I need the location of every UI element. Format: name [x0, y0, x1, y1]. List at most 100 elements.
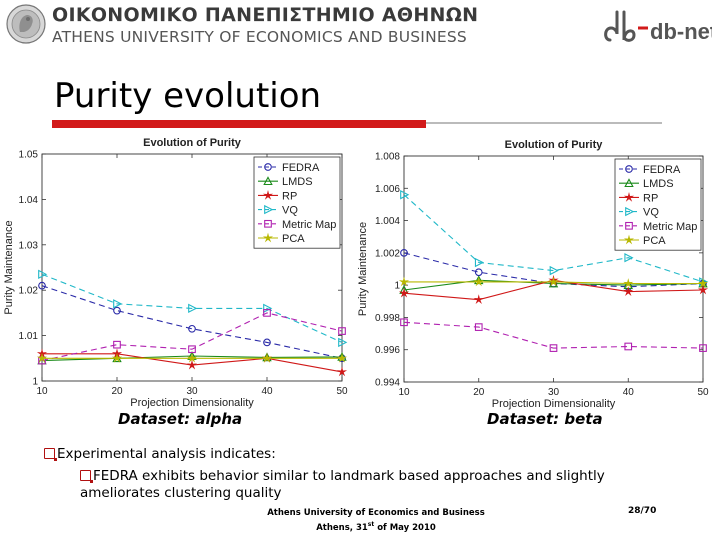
legend-entry-vq: VQ: [643, 207, 659, 219]
legend: FEDRA LMDS RP VQ Metric Map PCA: [253, 156, 341, 249]
data-point-lmds: [337, 351, 347, 361]
title-divider: [426, 122, 662, 124]
legend-entry-lmds: LMDS: [282, 176, 313, 188]
y-tick-label: 0.994: [375, 378, 400, 389]
data-point-rp: [697, 284, 709, 295]
legend-entry-rp: RP: [643, 192, 658, 204]
legend-marker-fedra: [264, 163, 272, 171]
x-tick-label: 10: [398, 387, 410, 398]
university-seal-icon: [6, 4, 46, 44]
bullet-level2-text: FEDRA exhibits behavior similar to landm…: [80, 468, 605, 501]
series-line-metric-map: [403, 321, 704, 349]
data-point-metric-map: [113, 340, 121, 349]
y-tick-label: 0.996: [375, 345, 400, 356]
data-point-pca: [36, 352, 48, 363]
bullet-level1: Experimental analysis indicates:: [44, 446, 640, 463]
data-point-fedra: [263, 338, 271, 347]
y-tick-label: 1.04: [19, 195, 39, 206]
data-point-pca: [697, 278, 709, 288]
legend-marker-vq: [625, 206, 635, 217]
y-tick-label: 1.01: [19, 331, 39, 342]
y-tick-label: 1: [394, 281, 400, 292]
slide-header: ΟΙΚΟΝΟΜΙΚΟ ΠΑΝΕΠΙΣΤΗΜΙΟ ΑΘΗΝΩΝ ATHENS UN…: [0, 0, 720, 50]
legend-entry-fedra: FEDRA: [282, 162, 320, 174]
data-point-vq: [188, 303, 198, 314]
legend: FEDRA LMDS RP VQ Metric Map PCA: [614, 158, 702, 251]
y-tick-label: 1.004: [375, 216, 400, 227]
legend-marker-fedra: [625, 165, 633, 173]
data-point-vq: [338, 337, 348, 348]
legend-entry-vq: VQ: [282, 205, 298, 217]
legend-entry-pca: PCA: [282, 233, 305, 245]
series-metric-map: [400, 318, 707, 352]
legend-marker-metric-map: [264, 219, 272, 228]
legend-entry-pca: PCA: [643, 235, 666, 247]
data-point-pca: [186, 352, 198, 363]
data-point-rp: [398, 287, 410, 298]
data-point-rp: [336, 366, 348, 377]
x-tick-label: 30: [548, 387, 560, 398]
data-point-vq: [624, 252, 634, 263]
bullet-list: Experimental analysis indicates: FEDRA e…: [44, 446, 640, 502]
data-point-rp: [186, 359, 198, 370]
x-tick-label: 50: [697, 387, 709, 398]
legend-entry-lmds: LMDS: [643, 178, 674, 190]
chart-title: Evolution of Purity: [143, 137, 242, 149]
data-point-vq: [549, 265, 559, 276]
footer-line1: Athens University of Economics and Busin…: [267, 508, 485, 518]
legend-entry-rp: RP: [282, 190, 297, 202]
chart-alpha: Evolution of Purity 10 20 30 40 50 1 1.01 1.02 1.…: [3, 137, 348, 409]
data-point-vq: [474, 257, 485, 268]
data-point-metric-map: [188, 345, 196, 354]
series-vq: [38, 269, 348, 348]
series-line-metric-map: [41, 312, 343, 362]
x-tick-label: 40: [261, 386, 273, 397]
legend-entry-metric-map: Metric Map: [282, 219, 336, 231]
y-tick-label: 1.008: [375, 152, 400, 163]
series-line-vq: [41, 273, 343, 343]
legend-marker-vq: [264, 204, 274, 215]
db-net-logo: db-net: [604, 10, 712, 44]
data-point-metric-map: [474, 323, 483, 331]
caption-beta: Dataset: beta: [487, 410, 603, 428]
data-point-pca: [261, 352, 273, 363]
title-accent-bar: [52, 120, 426, 128]
data-point-metric-map: [263, 309, 271, 317]
university-name-english: ATHENS UNIVERSITY OF ECONOMICS AND BUSIN…: [52, 28, 467, 46]
page-number: 28/70: [628, 506, 657, 516]
y-tick-label: 1.03: [19, 240, 39, 251]
y-tick-label: 1: [32, 377, 38, 388]
data-point-pca: [623, 278, 634, 288]
y-tick-label: 1.002: [375, 248, 400, 259]
data-point-pca: [473, 276, 484, 287]
university-name-greek: ΟΙΚΟΝΟΜΙΚΟ ΠΑΝΕΠΙΣΤΗΜΙΟ ΑΘΗΝΩΝ: [52, 4, 479, 26]
legend-marker-metric-map: [625, 221, 633, 230]
data-point-vq: [38, 269, 48, 280]
q-bullet-icon: [44, 448, 57, 461]
data-point-vq: [263, 303, 273, 314]
x-tick-label: 30: [186, 386, 198, 397]
x-tick-label: 50: [336, 386, 348, 397]
data-point-fedra: [113, 306, 121, 315]
data-point-pca: [336, 352, 348, 363]
data-point-pca: [111, 352, 123, 363]
footer-line2: Athens, 31st of May 2010: [316, 521, 436, 533]
x-tick-label: 10: [36, 386, 48, 397]
legend-marker-rp: [623, 192, 635, 202]
x-tick-label: 20: [473, 387, 485, 398]
legend-marker-lmds: [263, 176, 273, 186]
legend-marker-pca: [623, 234, 635, 245]
data-point-metric-map: [549, 344, 558, 352]
data-point-metric-map: [624, 342, 633, 351]
data-point-vq: [400, 190, 410, 200]
slide-title: Purity evolution: [54, 76, 322, 116]
db-net-logo-text: db-net: [650, 19, 712, 44]
data-point-metric-map: [338, 327, 346, 335]
data-point-pca: [548, 276, 559, 287]
legend-marker-lmds: [624, 178, 634, 188]
legend-marker-pca: [262, 232, 274, 243]
series-metric-map: [38, 309, 346, 365]
data-point-rp: [473, 294, 484, 305]
data-point-pca: [398, 276, 410, 287]
x-axis-label: Projection Dimensionality: [492, 398, 616, 410]
